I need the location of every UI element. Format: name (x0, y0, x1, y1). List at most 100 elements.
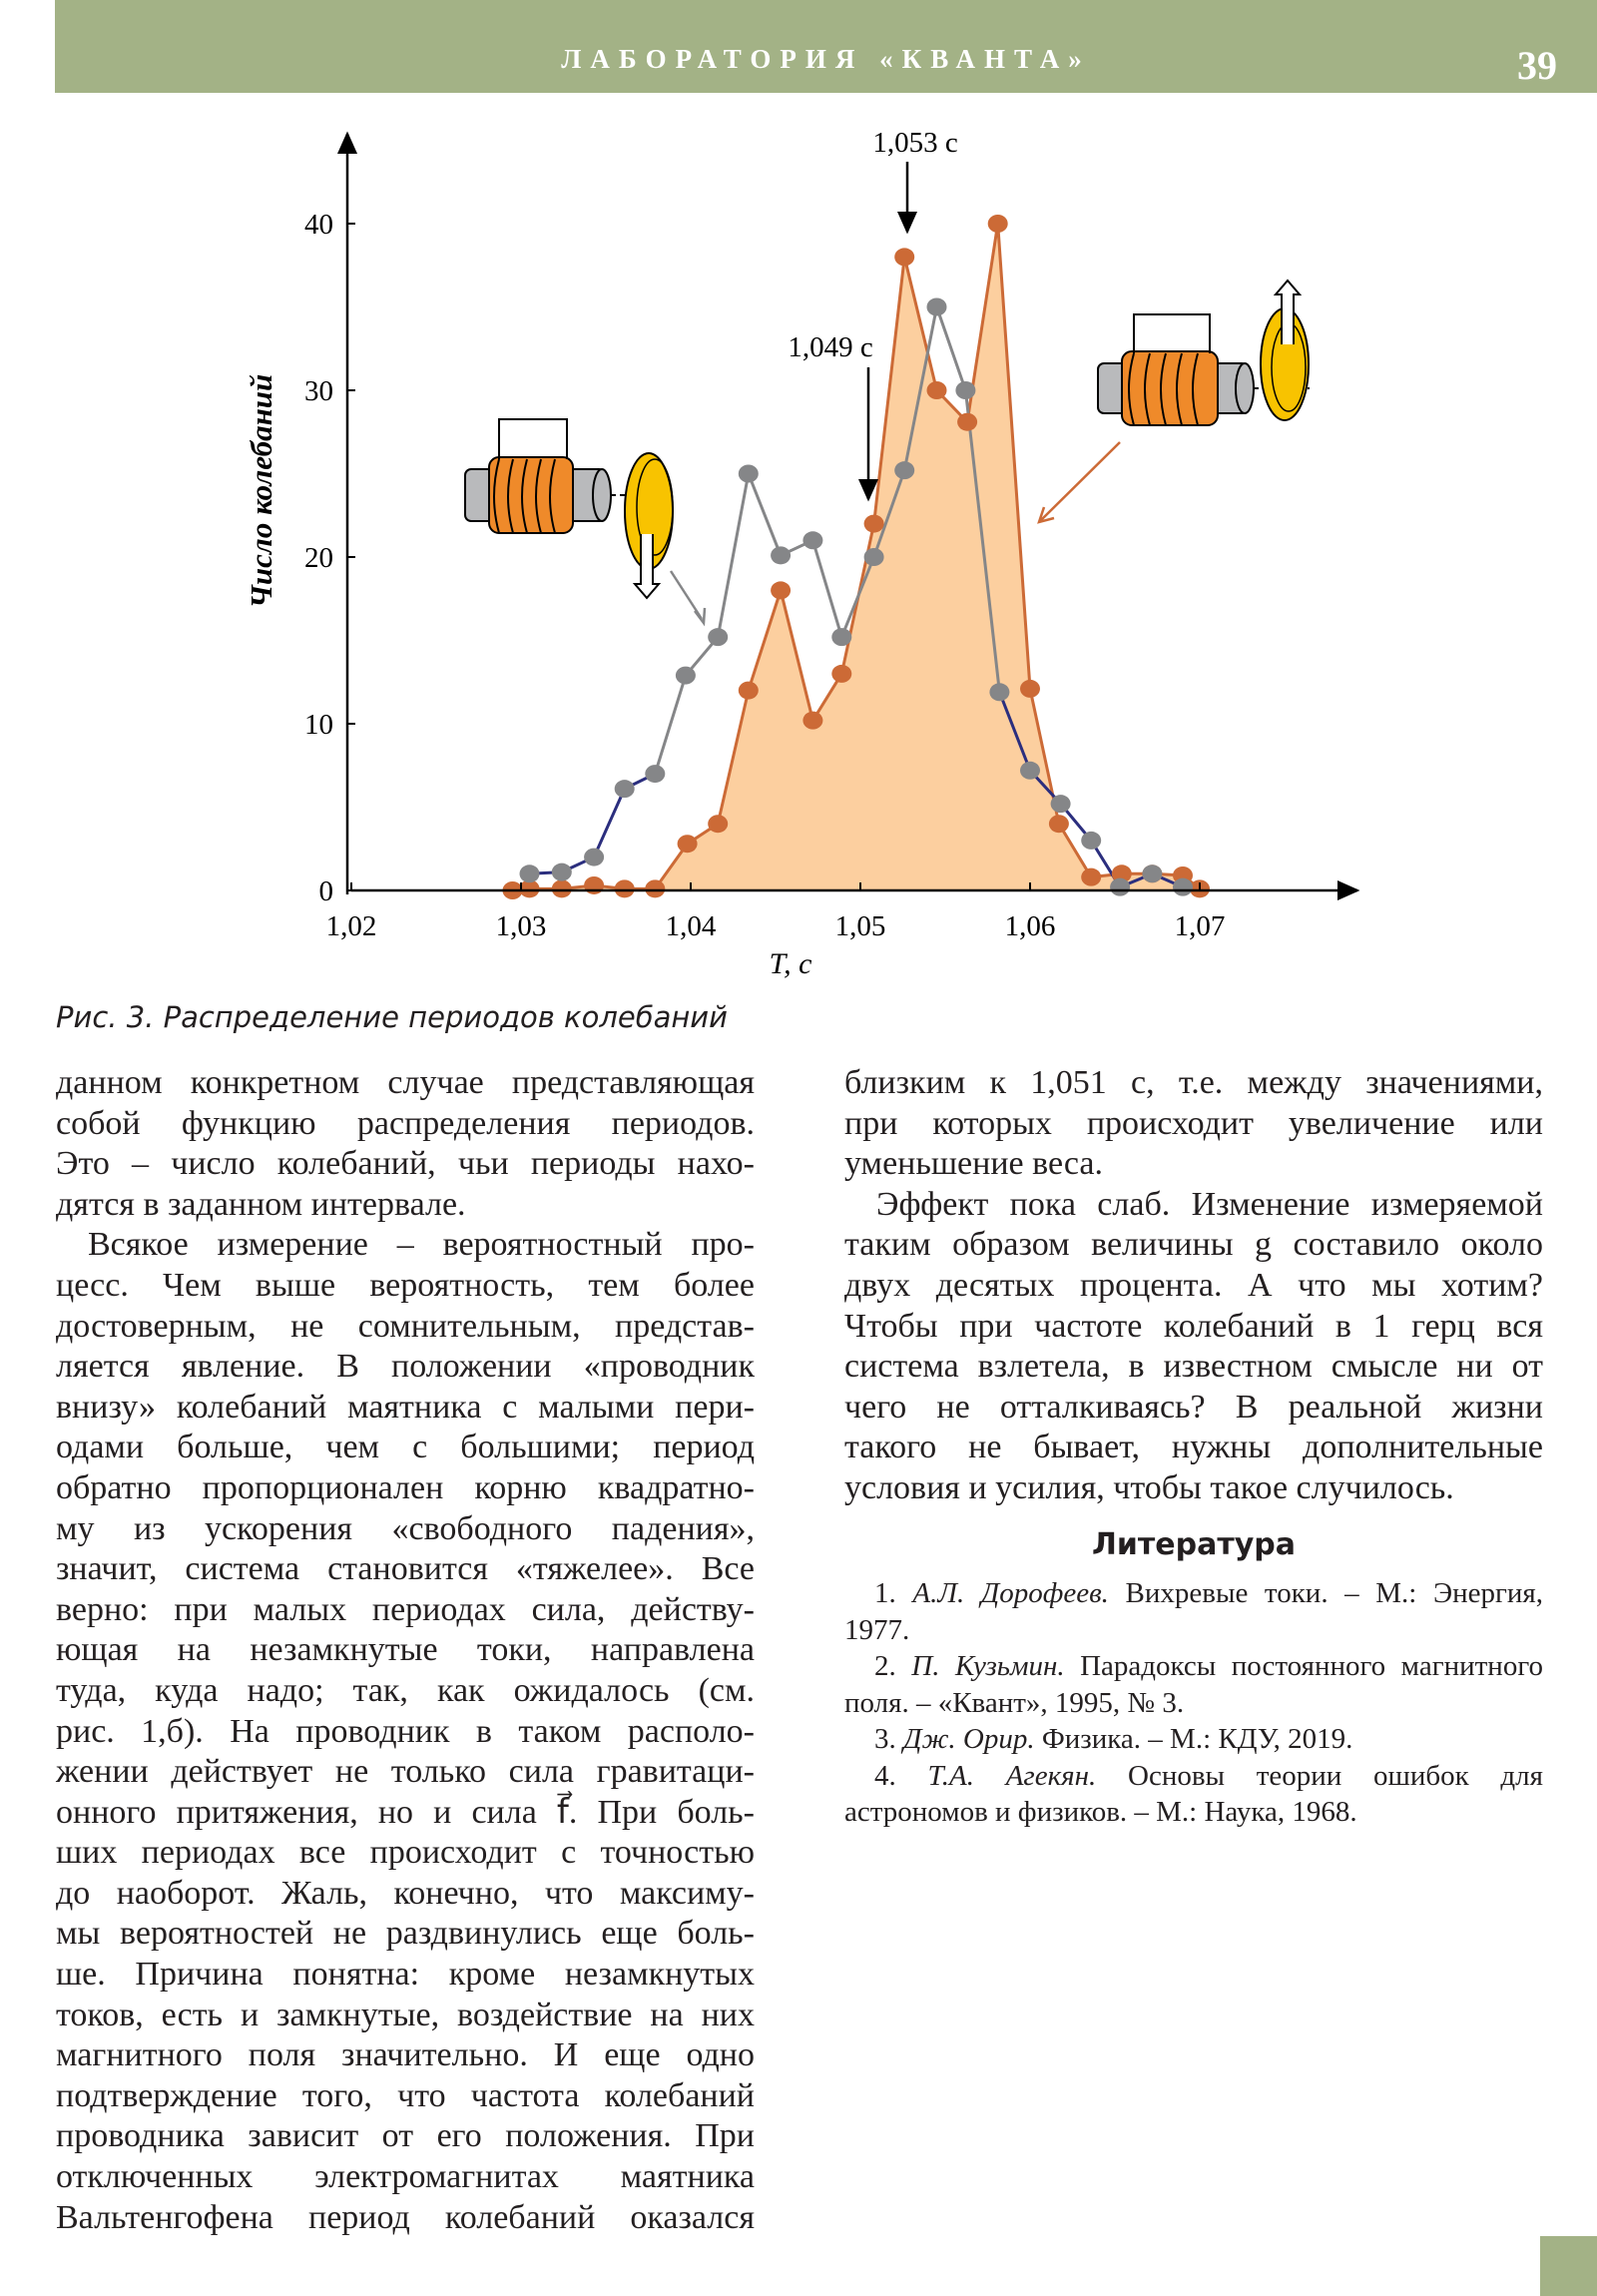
y-tick-label: 10 (304, 709, 333, 741)
gray-data-point (1050, 795, 1071, 814)
gray-data-point (771, 546, 792, 565)
coil-illustration-conductor-down (464, 418, 674, 600)
text-line: рис. 1,б). На проводник в таком располо- (56, 1712, 755, 1750)
gray-data-point (1173, 877, 1193, 896)
reference-author: Т.А. Агекян. (927, 1759, 1097, 1792)
orange-data-point (738, 681, 759, 700)
references-list: 1. А.Л. Дорофеев. Вихревые токи. – М.: Э… (844, 1575, 1543, 1831)
orange-data-point (551, 879, 572, 898)
x-tick-label: 1,04 (666, 910, 717, 942)
text-line: достоверным, не сомнительным, представ- (56, 1307, 755, 1345)
orange-data-point (584, 875, 605, 894)
text-line: Это – число колебаний, чьи периоды нахо- (56, 1145, 755, 1183)
text-line: система взлетела, в известном смысле ни … (844, 1348, 1543, 1386)
text-line: Эффект пока слаб. Изменение измеряемой (876, 1185, 1543, 1223)
gray-data-point (926, 297, 947, 316)
orange-series-area (512, 224, 1200, 890)
text-line: дятся в заданном интервале. (56, 1185, 466, 1223)
orange-data-point (894, 248, 915, 267)
annotation-1053: 1,053 c (872, 127, 957, 159)
gray-data-point (551, 862, 572, 881)
text-line: близким к 1,051 с, т.е. между значениями… (844, 1064, 1543, 1101)
y-tick-label: 40 (304, 209, 333, 241)
y-tick-label: 0 (319, 875, 334, 907)
text-line: условия и усилия, чтобы такое случилось. (844, 1468, 1454, 1506)
x-tick-label: 1,05 (835, 910, 886, 942)
orange-data-point (802, 711, 823, 730)
orange-data-point (831, 664, 852, 683)
text-line: отключенных электромагнитах маятника (56, 2158, 755, 2196)
gray-data-point (1142, 864, 1163, 883)
journal-section-title: ЛАБОРАТОРИЯ «КВАНТА» (561, 44, 1091, 74)
text-line: уменьшение веса. (844, 1145, 1104, 1183)
y-tick-label: 20 (304, 542, 333, 574)
reference-rest: Основы теории ошибок для астрономов и фи… (844, 1759, 1543, 1829)
gray-data-point (708, 628, 729, 647)
text-line: ших периодах все происходит с точностью (56, 1834, 755, 1872)
text-line: Всякое измерение – вероятностный про- (88, 1226, 755, 1264)
reference-num: 3. (874, 1723, 896, 1755)
x-tick-label: 1,02 (326, 910, 377, 942)
text-line: Чтобы при частоте колебаний в 1 герц вся (844, 1307, 1543, 1345)
text-line: собой функцию распределения периодов. (56, 1104, 755, 1142)
text-line: цесс. Чем выше вероятность, тем более (56, 1266, 755, 1304)
right-text-column: близким к 1,051 с, т.е. между значениями… (844, 1063, 1543, 1509)
gray-data-point (738, 464, 759, 483)
text-line: при которых происходит увеличение или (844, 1104, 1543, 1142)
gray-data-point (989, 683, 1010, 702)
orange-data-point (957, 412, 978, 431)
orange-data-point (614, 879, 635, 898)
text-line: верно: при малых периодах сила, действу- (56, 1590, 755, 1628)
x-axis-label: T, c (770, 947, 812, 980)
orange-data-point (645, 879, 666, 898)
gray-data-point (1020, 761, 1040, 780)
left-text-column: данном конкретном случае представляющая с… (56, 1063, 755, 2238)
text-line: значит, система становится «тяжелее». Вс… (56, 1550, 755, 1588)
reference-item: 2. П. Кузьмин. Парадоксы постоянного маг… (844, 1648, 1543, 1721)
reference-rest: Физика. – М.: КДУ, 2019. (1041, 1723, 1353, 1755)
text-line: проводника зависит от его положения. При (56, 2117, 755, 2155)
text-line: жении действует не только сила гравитаци… (56, 1753, 755, 1791)
running-header: ЛАБОРАТОРИЯ «КВАНТА» 39 (55, 0, 1597, 93)
gray-data-point (955, 381, 976, 399)
gray-data-point (519, 864, 540, 883)
gray-data-point (831, 628, 852, 647)
reference-num: 1. (874, 1577, 896, 1609)
reference-rest: Парадоксы постоянного магнитного поля. –… (844, 1650, 1543, 1719)
text-line: подтверждение того, что частота колебани… (56, 2076, 755, 2114)
orange-data-point (677, 835, 698, 854)
coil-illustration-conductor-up (1097, 279, 1310, 426)
orange-data-point (987, 215, 1008, 233)
text-line: ляется явление. В положении «проводник (56, 1348, 755, 1386)
gray-data-point (1110, 877, 1131, 896)
text-line: туда, куда надо; так, как ожидалось (см. (56, 1671, 755, 1709)
text-line: му из ускорения «свободного падения», (56, 1509, 755, 1547)
text-line: ющая на незамкнутые токи, направлена (56, 1631, 755, 1669)
x-tick-label: 1,06 (1005, 910, 1056, 942)
text-line: ше. Причина понятна: кроме незамкнутых (56, 1956, 755, 1994)
text-line: онного притяжения, но и сила f⃗. При бол… (56, 1793, 755, 1831)
text-line: внизу» колебаний маятника с малыми пери- (56, 1388, 755, 1426)
gray-data-point (894, 461, 915, 480)
pointer-arrow-gray (669, 570, 704, 620)
up-arrow-icon (1273, 279, 1303, 344)
orange-data-point (771, 581, 792, 600)
text-line: Вальтенгофена период колебаний оказался (56, 2198, 755, 2236)
text-line: одами больше, чем с большими; период (56, 1429, 755, 1466)
figure-caption: Рис. 3. Распределение периодов колебаний (56, 1000, 729, 1034)
text-line: до наоборот. Жаль, конечно, что максиму- (56, 1874, 755, 1912)
text-line: токов, есть и замкнутые, воздействие на … (56, 1996, 755, 2033)
x-tick-label: 1,03 (496, 910, 547, 942)
reference-author: А.Л. Дорофеев. (912, 1577, 1109, 1609)
orange-data-point (519, 879, 540, 898)
text-line: чего не отталкиваясь? В реальной жизни (844, 1388, 1543, 1426)
reference-author: П. Кузьмин. (911, 1650, 1065, 1682)
text-line: магнитного поля значительно. И еще одно (56, 2036, 755, 2074)
orange-data-point (1048, 815, 1069, 834)
gray-data-point (645, 765, 666, 784)
page-number: 39 (1517, 43, 1557, 88)
gray-data-point (614, 780, 635, 799)
y-tick-label: 30 (304, 375, 333, 407)
text-line: данном конкретном случае представляющая (56, 1064, 755, 1101)
orange-data-point (863, 514, 884, 533)
